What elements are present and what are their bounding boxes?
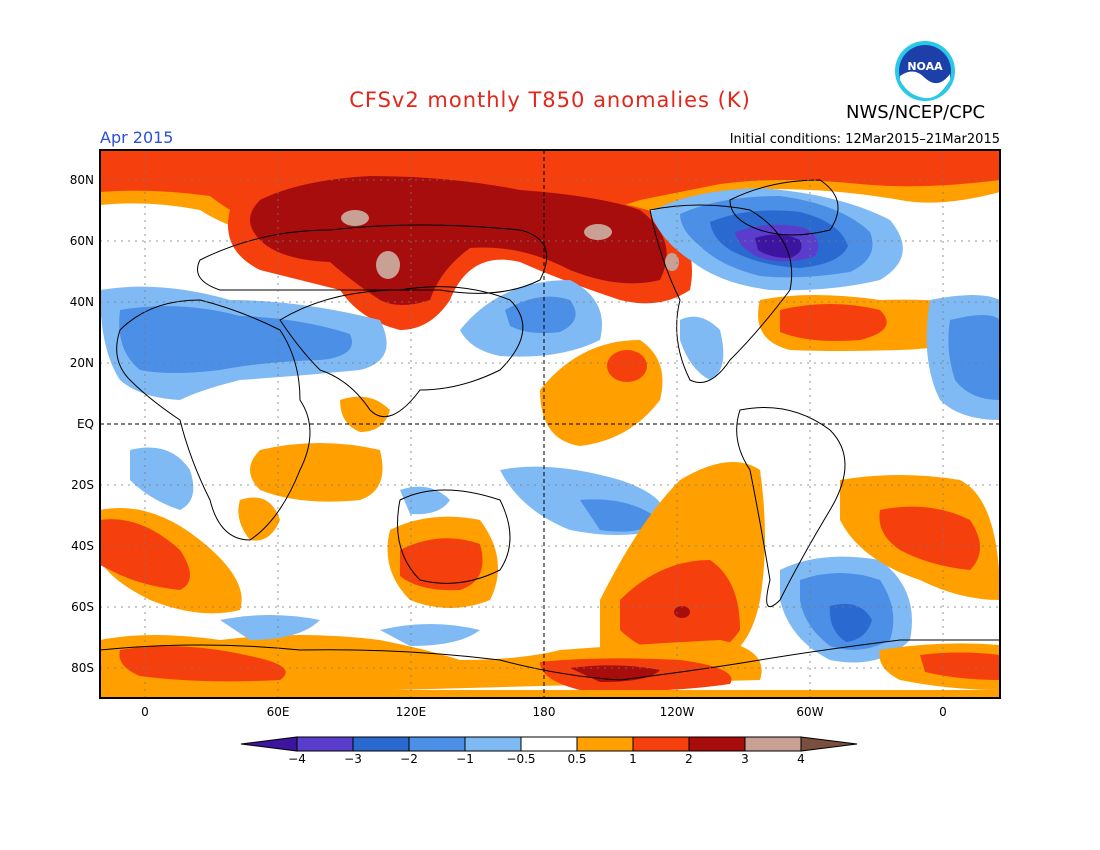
graticule — [100, 150, 1000, 698]
equator-dateline — [100, 150, 1000, 698]
coastlines — [100, 179, 1000, 681]
colorbar-label: 0.5 — [567, 752, 587, 766]
lat-label: 20N — [69, 356, 94, 370]
lat-label: 80S — [71, 661, 94, 675]
noaa-logo: NOAA — [895, 41, 955, 101]
colorbar-arrow-high — [800, 736, 858, 752]
logo-text: NOAA — [907, 60, 943, 73]
colorbar-bin — [744, 736, 802, 752]
lat-label: EQ — [76, 417, 94, 431]
lat-label: 60S — [71, 600, 94, 614]
colorbar-bin — [520, 736, 578, 752]
colorbar-label: 3 — [741, 752, 749, 766]
colorbar-label: 2 — [685, 752, 693, 766]
lon-label: 120W — [659, 705, 695, 719]
colorbar-bin — [464, 736, 522, 752]
lat-label: 40S — [71, 539, 94, 553]
lat-label: 20S — [71, 478, 94, 492]
colorbar-label: 1 — [629, 752, 637, 766]
colorbar-bin — [296, 736, 354, 752]
colorbar-bin — [352, 736, 410, 752]
lon-label: 60E — [266, 705, 290, 719]
lat-label: 40N — [69, 295, 94, 309]
colorbar — [240, 736, 858, 752]
lon-label: 60W — [796, 705, 824, 719]
map-title: CFSv2 monthly T850 anomalies (K) — [349, 88, 751, 112]
lat-label: 60N — [69, 234, 94, 248]
colorbar-bin — [632, 736, 690, 752]
colorbar-bin — [688, 736, 746, 752]
lon-label: 120E — [395, 705, 427, 719]
initial-conditions-label: Initial conditions: 12Mar2015–21Mar2015 — [729, 132, 1000, 147]
colorbar-label: −0.5 — [506, 752, 536, 766]
valid-month-label: Apr 2015 — [100, 128, 174, 147]
colorbar-label: 4 — [797, 752, 805, 766]
colorbar-label: −3 — [344, 752, 362, 766]
colorbar-label: −1 — [456, 752, 474, 766]
colorbar-bin — [576, 736, 634, 752]
lon-label: 0 — [141, 705, 149, 719]
colorbar-label: −2 — [400, 752, 418, 766]
colorbar-arrow-low — [240, 736, 298, 752]
map-frame — [99, 149, 1001, 699]
colorbar-bin — [408, 736, 466, 752]
lon-label: 180 — [532, 705, 556, 719]
agency-label: NWS/NCEP/CPC — [846, 102, 986, 123]
lat-label: 80N — [69, 173, 94, 187]
lon-label: 0 — [939, 705, 947, 719]
colorbar-label: −4 — [288, 752, 306, 766]
